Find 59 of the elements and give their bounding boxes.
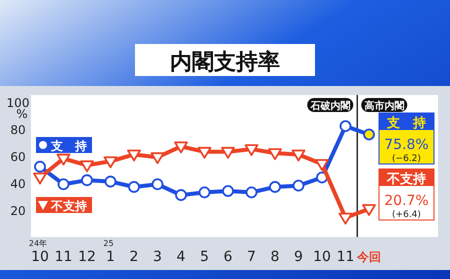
point [81,174,93,186]
x-tick-label: 4 [176,249,186,265]
point [58,178,70,190]
y-tick-label: 40 [10,176,26,191]
point [56,154,70,166]
point [315,159,329,171]
x-tick-label: 9 [294,249,303,265]
point [198,146,212,159]
point [127,150,141,162]
y-tick-label: 80 [10,122,26,137]
x-tick-label: 25 1 [103,239,115,265]
point [150,152,164,164]
point [34,160,46,173]
data-label: 75.8% [384,137,429,153]
series-label: 不支持 [50,199,87,213]
x-tick-label: 24年 10 [28,239,49,265]
x-tick-label: 6 [224,249,233,265]
point [292,180,304,192]
x-tick-label: 7 [247,249,256,265]
text: 支 持 [387,116,426,131]
point [80,160,94,172]
point [222,185,234,197]
point [268,148,282,160]
point [128,181,140,193]
x-tick-label: 今回 [356,250,381,264]
y-tick-label: 20 [10,204,26,218]
point [33,172,47,184]
x-tick-label: 5 [200,249,209,265]
point [174,141,188,154]
point [362,204,376,216]
point [244,144,258,156]
chart-title: 内閣支持率 [170,49,280,75]
x-tick-label: 11 [54,249,72,265]
text: (+6.4) [392,210,421,220]
point [198,186,210,198]
x-tick-label: 2 [130,249,138,265]
text: (−6.2) [392,154,421,164]
point [338,212,352,225]
x-tick-label: 8 [270,249,280,265]
x-tick-label: 10 [313,249,331,265]
annotation: 石破内閣 [309,100,350,112]
point [104,176,116,188]
point [340,120,352,132]
text: 不支持 [387,172,426,187]
annotation: 高市内閣 [364,100,404,112]
point [269,181,281,193]
point [152,178,164,190]
data-label: 20.7% [384,193,429,209]
x-tick-label: 11 [336,249,354,265]
point [221,146,235,159]
x-tick-label: 3 [153,249,162,265]
point [246,186,258,198]
point [104,156,118,168]
point [175,189,187,201]
series-label: 支 持 [50,139,87,153]
point [363,128,375,140]
x-tick-label: 12 [78,249,96,265]
y-tick-label: 60 [10,150,26,164]
point [292,150,306,162]
